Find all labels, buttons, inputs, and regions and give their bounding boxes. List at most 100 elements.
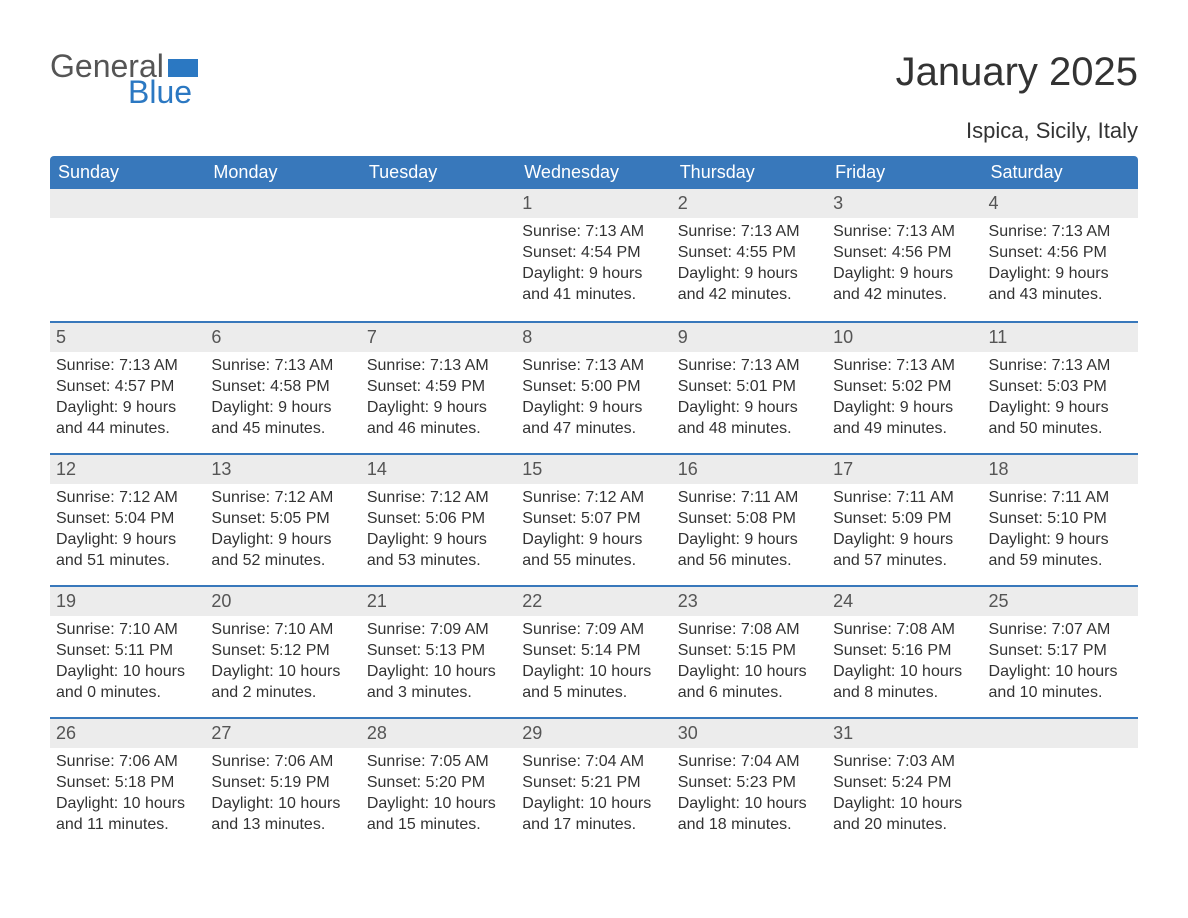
day-number: 30: [672, 719, 827, 748]
cell-body: Sunrise: 7:11 AMSunset: 5:09 PMDaylight:…: [827, 484, 982, 581]
calendar-cell: 15Sunrise: 7:12 AMSunset: 5:07 PMDayligh…: [516, 455, 671, 585]
day-number: 28: [361, 719, 516, 748]
day-number: 10: [827, 323, 982, 352]
sunrise-text: Sunrise: 7:10 AM: [56, 620, 199, 641]
daylight-text: Daylight: 10 hours: [522, 662, 665, 683]
daylight-text: and 42 minutes.: [678, 285, 821, 306]
calendar-cell: 12Sunrise: 7:12 AMSunset: 5:04 PMDayligh…: [50, 455, 205, 585]
calendar-cell: 13Sunrise: 7:12 AMSunset: 5:05 PMDayligh…: [205, 455, 360, 585]
calendar-cell: 8Sunrise: 7:13 AMSunset: 5:00 PMDaylight…: [516, 323, 671, 453]
sunrise-text: Sunrise: 7:13 AM: [678, 356, 821, 377]
sunset-text: Sunset: 5:15 PM: [678, 641, 821, 662]
day-number: 26: [50, 719, 205, 748]
sunset-text: Sunset: 4:54 PM: [522, 243, 665, 264]
sunset-text: Sunset: 5:17 PM: [989, 641, 1132, 662]
calendar-cell: 7Sunrise: 7:13 AMSunset: 4:59 PMDaylight…: [361, 323, 516, 453]
calendar-cell: 30Sunrise: 7:04 AMSunset: 5:23 PMDayligh…: [672, 719, 827, 849]
daylight-text: and 59 minutes.: [989, 551, 1132, 572]
cell-body: Sunrise: 7:10 AMSunset: 5:11 PMDaylight:…: [50, 616, 205, 713]
day-number: 2: [672, 189, 827, 218]
daylight-text: Daylight: 9 hours: [367, 530, 510, 551]
daylight-text: Daylight: 10 hours: [56, 794, 199, 815]
sunset-text: Sunset: 5:06 PM: [367, 509, 510, 530]
sunrise-text: Sunrise: 7:06 AM: [56, 752, 199, 773]
sunrise-text: Sunrise: 7:04 AM: [522, 752, 665, 773]
day-header: Saturday: [983, 156, 1138, 189]
sunrise-text: Sunrise: 7:11 AM: [678, 488, 821, 509]
daylight-text: and 17 minutes.: [522, 815, 665, 836]
calendar-cell: 29Sunrise: 7:04 AMSunset: 5:21 PMDayligh…: [516, 719, 671, 849]
logo-text-b: Blue: [128, 76, 202, 108]
sunrise-text: Sunrise: 7:13 AM: [989, 356, 1132, 377]
daylight-text: and 52 minutes.: [211, 551, 354, 572]
daylight-text: and 47 minutes.: [522, 419, 665, 440]
day-number: 19: [50, 587, 205, 616]
cell-body: Sunrise: 7:03 AMSunset: 5:24 PMDaylight:…: [827, 748, 982, 845]
sunset-text: Sunset: 5:08 PM: [678, 509, 821, 530]
day-header: Tuesday: [361, 156, 516, 189]
daylight-text: and 56 minutes.: [678, 551, 821, 572]
cell-body: Sunrise: 7:04 AMSunset: 5:21 PMDaylight:…: [516, 748, 671, 845]
calendar-cell: 14Sunrise: 7:12 AMSunset: 5:06 PMDayligh…: [361, 455, 516, 585]
daylight-text: and 49 minutes.: [833, 419, 976, 440]
sunrise-text: Sunrise: 7:10 AM: [211, 620, 354, 641]
sunset-text: Sunset: 5:05 PM: [211, 509, 354, 530]
daylight-text: Daylight: 9 hours: [989, 264, 1132, 285]
day-number: 8: [516, 323, 671, 352]
day-number: 9: [672, 323, 827, 352]
cell-body: Sunrise: 7:04 AMSunset: 5:23 PMDaylight:…: [672, 748, 827, 845]
daylight-text: Daylight: 9 hours: [833, 264, 976, 285]
daylight-text: Daylight: 9 hours: [522, 264, 665, 285]
calendar-cell: 18Sunrise: 7:11 AMSunset: 5:10 PMDayligh…: [983, 455, 1138, 585]
daylight-text: and 41 minutes.: [522, 285, 665, 306]
day-number: 16: [672, 455, 827, 484]
calendar-cell: 4Sunrise: 7:13 AMSunset: 4:56 PMDaylight…: [983, 189, 1138, 321]
calendar-cell: 20Sunrise: 7:10 AMSunset: 5:12 PMDayligh…: [205, 587, 360, 717]
daylight-text: and 50 minutes.: [989, 419, 1132, 440]
sunrise-text: Sunrise: 7:09 AM: [367, 620, 510, 641]
calendar-cell: 27Sunrise: 7:06 AMSunset: 5:19 PMDayligh…: [205, 719, 360, 849]
day-number: 22: [516, 587, 671, 616]
daylight-text: and 46 minutes.: [367, 419, 510, 440]
sunset-text: Sunset: 5:16 PM: [833, 641, 976, 662]
daylight-text: and 2 minutes.: [211, 683, 354, 704]
day-number: 18: [983, 455, 1138, 484]
daylight-text: and 10 minutes.: [989, 683, 1132, 704]
calendar-cell: 19Sunrise: 7:10 AMSunset: 5:11 PMDayligh…: [50, 587, 205, 717]
daylight-text: Daylight: 10 hours: [211, 794, 354, 815]
sunrise-text: Sunrise: 7:12 AM: [522, 488, 665, 509]
cell-body: Sunrise: 7:13 AMSunset: 5:00 PMDaylight:…: [516, 352, 671, 449]
calendar-cell: 23Sunrise: 7:08 AMSunset: 5:15 PMDayligh…: [672, 587, 827, 717]
daylight-text: and 57 minutes.: [833, 551, 976, 572]
cell-body: Sunrise: 7:10 AMSunset: 5:12 PMDaylight:…: [205, 616, 360, 713]
daylight-text: Daylight: 10 hours: [989, 662, 1132, 683]
calendar-cell: 9Sunrise: 7:13 AMSunset: 5:01 PMDaylight…: [672, 323, 827, 453]
calendar-cell: 24Sunrise: 7:08 AMSunset: 5:16 PMDayligh…: [827, 587, 982, 717]
sunrise-text: Sunrise: 7:13 AM: [367, 356, 510, 377]
sunrise-text: Sunrise: 7:08 AM: [678, 620, 821, 641]
cell-body: Sunrise: 7:09 AMSunset: 5:13 PMDaylight:…: [361, 616, 516, 713]
sunset-text: Sunset: 5:04 PM: [56, 509, 199, 530]
week-row: 12Sunrise: 7:12 AMSunset: 5:04 PMDayligh…: [50, 453, 1138, 585]
sunset-text: Sunset: 5:14 PM: [522, 641, 665, 662]
daylight-text: Daylight: 9 hours: [211, 530, 354, 551]
daylight-text: and 13 minutes.: [211, 815, 354, 836]
calendar-cell: 31Sunrise: 7:03 AMSunset: 5:24 PMDayligh…: [827, 719, 982, 849]
day-number: [50, 189, 205, 218]
daylight-text: and 42 minutes.: [833, 285, 976, 306]
day-header: Thursday: [672, 156, 827, 189]
calendar-cell: 5Sunrise: 7:13 AMSunset: 4:57 PMDaylight…: [50, 323, 205, 453]
cell-body: Sunrise: 7:07 AMSunset: 5:17 PMDaylight:…: [983, 616, 1138, 713]
calendar-cell: 11Sunrise: 7:13 AMSunset: 5:03 PMDayligh…: [983, 323, 1138, 453]
daylight-text: and 45 minutes.: [211, 419, 354, 440]
sunset-text: Sunset: 5:13 PM: [367, 641, 510, 662]
day-number: 17: [827, 455, 982, 484]
cell-body: Sunrise: 7:12 AMSunset: 5:04 PMDaylight:…: [50, 484, 205, 581]
daylight-text: and 6 minutes.: [678, 683, 821, 704]
day-header: Wednesday: [516, 156, 671, 189]
daylight-text: and 11 minutes.: [56, 815, 199, 836]
daylight-text: Daylight: 9 hours: [522, 398, 665, 419]
sunrise-text: Sunrise: 7:09 AM: [522, 620, 665, 641]
daylight-text: Daylight: 9 hours: [522, 530, 665, 551]
sunrise-text: Sunrise: 7:13 AM: [56, 356, 199, 377]
